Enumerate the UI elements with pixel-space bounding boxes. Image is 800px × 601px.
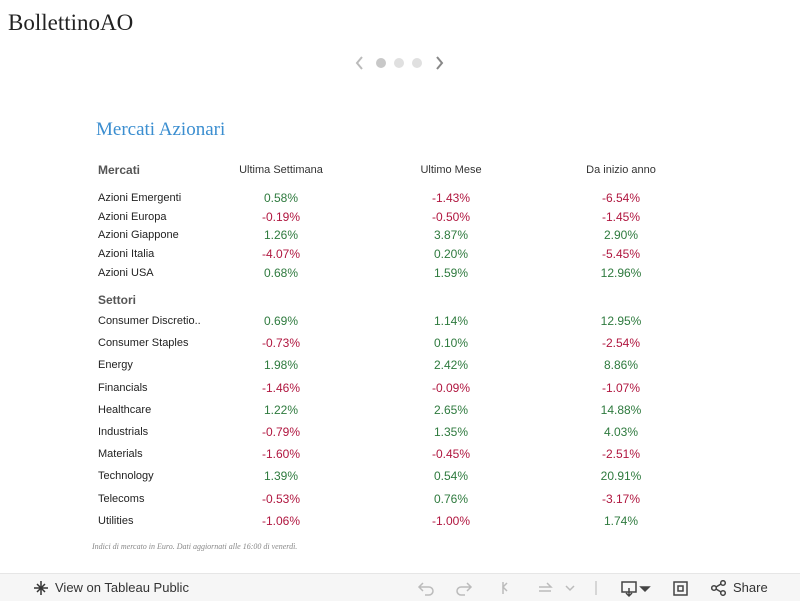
cell-value: 8.86% bbox=[603, 358, 639, 373]
redo[interactable] bbox=[456, 582, 473, 596]
cell-value: -5.45% bbox=[601, 247, 641, 262]
cell-value: -1.07% bbox=[601, 380, 641, 395]
row-name: Financials bbox=[98, 381, 148, 394]
cell-value: 0.20% bbox=[433, 247, 469, 262]
tableau-icon bbox=[34, 581, 48, 595]
share-button[interactable]: Share bbox=[733, 580, 768, 595]
share-icon bbox=[711, 580, 727, 596]
view-link[interactable]: View on Tableau Public bbox=[55, 580, 189, 595]
cell-value: -1.06% bbox=[261, 513, 301, 528]
cell-value: 1.39% bbox=[263, 469, 299, 484]
section-label: Mercati bbox=[98, 163, 141, 177]
cell-value: -4.07% bbox=[261, 247, 301, 262]
cell-value: 12.95% bbox=[600, 314, 642, 328]
row-name: Azioni USA bbox=[98, 266, 154, 279]
cell-value: -1.60% bbox=[261, 447, 301, 462]
dot[interactable] bbox=[394, 58, 404, 68]
column-header: Ultimo Mese bbox=[420, 164, 482, 176]
cell-value: 14.88% bbox=[600, 402, 642, 417]
row-name: Materials bbox=[98, 448, 143, 461]
cell-value: 2.42% bbox=[433, 358, 469, 373]
cell-value: 1.98% bbox=[263, 358, 299, 373]
column-header: Ultima Settimana bbox=[239, 164, 323, 176]
row-name: Azioni Italia bbox=[98, 248, 155, 261]
cell-value: 0.58% bbox=[263, 191, 299, 205]
row-name: Consumer Discretio.. bbox=[98, 315, 201, 327]
cell-value: 0.10% bbox=[433, 336, 469, 351]
cell-value: 12.96% bbox=[600, 265, 642, 280]
cell-value: 1.59% bbox=[433, 265, 469, 280]
row-name: Telecoms bbox=[98, 492, 145, 505]
cell-value: 1.74% bbox=[603, 513, 639, 528]
cell-value: -1.45% bbox=[601, 209, 641, 224]
cell-value: 0.54% bbox=[433, 469, 469, 484]
row-name: Industrials bbox=[98, 426, 149, 438]
toolbar: View on Tableau Public Share bbox=[0, 573, 800, 601]
cell-value: -0.79% bbox=[261, 425, 301, 439]
prev-arrow[interactable] bbox=[355, 56, 363, 70]
cell-value: -0.53% bbox=[261, 491, 301, 506]
row-name: Azioni Europa bbox=[98, 210, 167, 223]
row-name: Utilities bbox=[98, 514, 134, 527]
next-arrow[interactable] bbox=[436, 56, 444, 70]
row-name: Technology bbox=[98, 470, 154, 483]
column-header: Da inizio anno bbox=[586, 164, 656, 176]
sheet-title: Mercati Azionari bbox=[96, 119, 226, 140]
row-name: Energy bbox=[98, 359, 133, 372]
dot[interactable] bbox=[412, 58, 422, 68]
cell-value: -0.09% bbox=[431, 380, 471, 395]
cell-value: 1.22% bbox=[263, 402, 299, 417]
cell-value: 1.35% bbox=[433, 425, 469, 439]
cell-value: -0.73% bbox=[261, 336, 301, 351]
row-name: Azioni Giappone bbox=[98, 229, 179, 242]
cell-value: -2.54% bbox=[601, 336, 641, 351]
undo[interactable] bbox=[417, 582, 434, 596]
cell-value: 0.68% bbox=[263, 265, 299, 280]
cell-value: 20.91% bbox=[600, 469, 642, 484]
cell-value: -0.45% bbox=[431, 447, 471, 462]
dot[interactable] bbox=[376, 58, 386, 68]
toolbar-icons bbox=[417, 581, 688, 598]
cell-value: -1.43% bbox=[431, 191, 471, 205]
cell-value: 1.26% bbox=[263, 228, 299, 243]
carousel[interactable] bbox=[350, 52, 450, 74]
section-label: Settori bbox=[98, 293, 137, 307]
row-name: Consumer Staples bbox=[98, 337, 189, 350]
cell-value: 2.90% bbox=[603, 228, 639, 243]
cell-value: 1.14% bbox=[433, 314, 469, 328]
cell-value: 3.87% bbox=[433, 228, 469, 243]
cell-value: -3.17% bbox=[601, 491, 641, 506]
cell-value: -0.50% bbox=[431, 209, 471, 224]
refresh[interactable] bbox=[539, 582, 553, 592]
cell-value: 4.03% bbox=[603, 425, 639, 439]
footnote: Indici di mercato in Euro. Dati aggiorna… bbox=[92, 542, 298, 551]
cell-value: -1.46% bbox=[261, 380, 301, 395]
row-name: Azioni Emergenti bbox=[98, 192, 182, 204]
cell-value: 0.69% bbox=[263, 314, 299, 328]
revert[interactable] bbox=[501, 582, 508, 594]
cell-value: 0.76% bbox=[433, 491, 469, 506]
dropdown[interactable] bbox=[565, 585, 575, 592]
fullscreen[interactable] bbox=[673, 581, 688, 596]
cell-value: -6.54% bbox=[601, 191, 641, 205]
cell-value: -0.19% bbox=[261, 209, 301, 224]
cell-value: -2.51% bbox=[601, 447, 641, 462]
cell-value: -1.00% bbox=[431, 513, 471, 528]
row-name: Healthcare bbox=[98, 403, 152, 416]
cell-value: 2.65% bbox=[433, 402, 469, 417]
dashboard-title: BollettinoAO bbox=[8, 10, 134, 35]
